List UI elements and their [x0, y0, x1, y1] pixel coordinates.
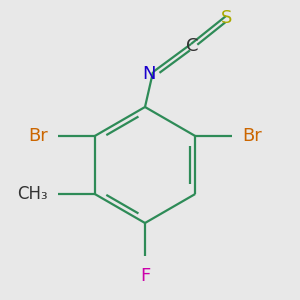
Text: S: S: [221, 9, 233, 27]
Text: Br: Br: [28, 127, 48, 145]
Text: CH₃: CH₃: [17, 185, 48, 203]
Text: F: F: [140, 267, 150, 285]
Text: C: C: [186, 37, 198, 55]
Text: Br: Br: [242, 127, 262, 145]
Text: N: N: [142, 65, 156, 83]
